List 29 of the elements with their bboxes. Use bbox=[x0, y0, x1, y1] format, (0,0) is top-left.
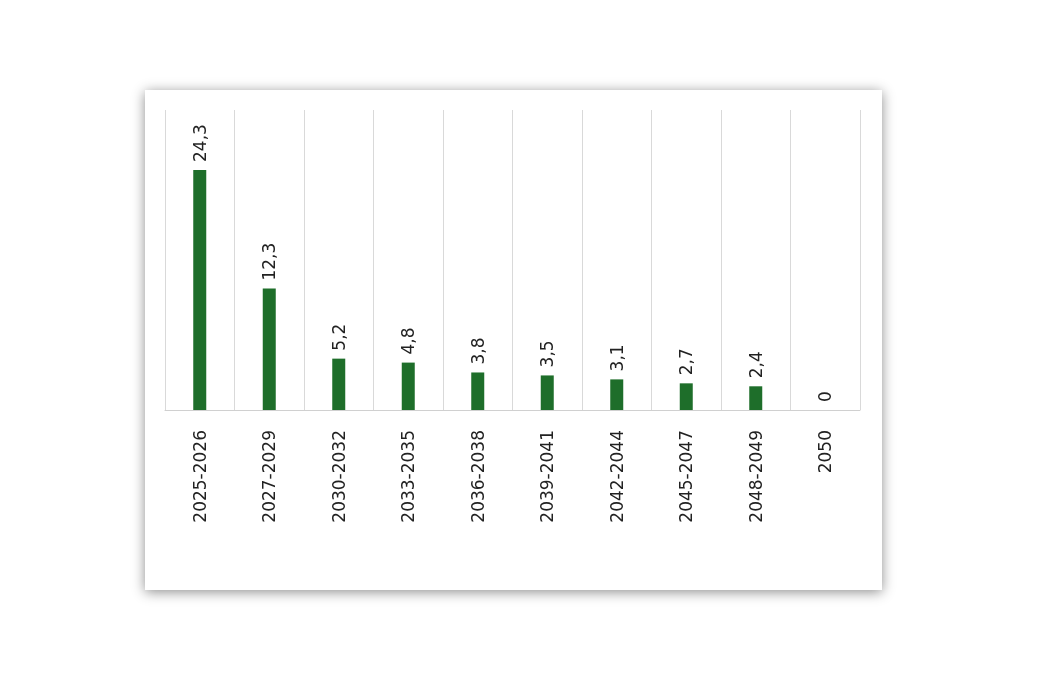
x-tick-label: 2036-2038 bbox=[467, 430, 488, 523]
bar bbox=[262, 288, 276, 410]
bar bbox=[193, 170, 207, 410]
bar bbox=[540, 375, 554, 410]
x-tick-label: 2033-2035 bbox=[398, 430, 419, 523]
x-tick-label: 2045-2047 bbox=[676, 430, 697, 523]
x-tick-label: 2048-2049 bbox=[745, 430, 766, 523]
bar bbox=[749, 386, 763, 410]
x-tick-label: 2027-2029 bbox=[259, 430, 280, 523]
x-tick-label: 2025-2026 bbox=[189, 430, 210, 523]
data-label: 3,5 bbox=[537, 340, 558, 368]
data-label: 2,7 bbox=[676, 348, 697, 376]
bar bbox=[401, 362, 415, 410]
data-label: 5,2 bbox=[328, 323, 349, 351]
bar bbox=[610, 379, 624, 410]
x-tick-label: 2039-2041 bbox=[537, 430, 558, 523]
x-tick-label: 2030-2032 bbox=[328, 430, 349, 523]
x-tick-label: 2042-2044 bbox=[606, 430, 627, 523]
data-label: 12,3 bbox=[259, 242, 280, 281]
data-label: 3,1 bbox=[606, 344, 627, 372]
data-label: 2,4 bbox=[745, 351, 766, 379]
bar bbox=[332, 358, 346, 410]
data-label: 0 bbox=[815, 391, 836, 402]
x-tick-label: 2050 bbox=[815, 430, 836, 474]
data-label: 24,3 bbox=[189, 124, 210, 162]
data-label: 3,8 bbox=[467, 337, 488, 365]
bar bbox=[471, 372, 485, 410]
data-label: 4,8 bbox=[398, 327, 419, 355]
bar bbox=[679, 383, 693, 410]
